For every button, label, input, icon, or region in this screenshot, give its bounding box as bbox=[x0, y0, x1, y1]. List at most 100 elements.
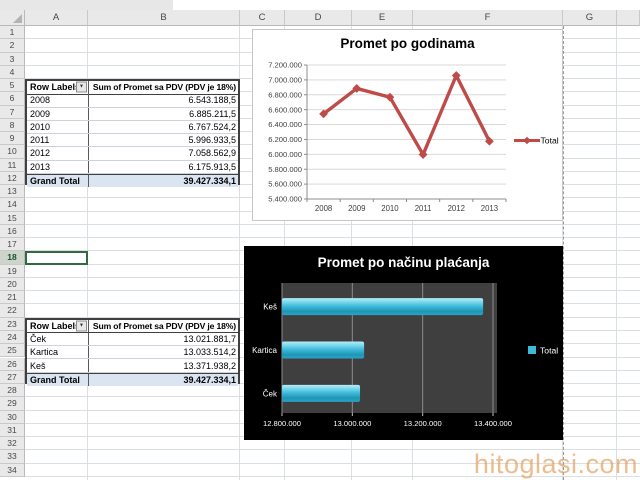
row-header-28[interactable]: 28 bbox=[0, 384, 25, 398]
pivot-row-2008-value[interactable]: 6.543.188,5 bbox=[188, 95, 236, 106]
row-header-29[interactable]: 29 bbox=[0, 397, 25, 411]
row-header-22[interactable]: 22 bbox=[0, 304, 25, 318]
row-header-8[interactable]: 8 bbox=[0, 118, 25, 133]
row-header-9[interactable]: 9 bbox=[0, 132, 25, 146]
pivot-grand-total-row-value[interactable]: 39.427.334,1 bbox=[183, 175, 236, 186]
pivot-header-row-value[interactable]: Sum of Promet sa PDV (PDV je 18%) bbox=[92, 321, 236, 332]
line-chart[interactable]: Promet po godinama 5.400.000 5.600.000 5.8… bbox=[252, 29, 563, 221]
row-header-21[interactable]: 21 bbox=[0, 291, 25, 305]
row-header-10[interactable]: 10 bbox=[0, 145, 25, 159]
y-axis-tick-label: 6.000.000 bbox=[268, 150, 302, 159]
pivot-table-payment[interactable]: Row Labels ▼ Sum of Promet sa PDV (PDV je … bbox=[25, 317, 240, 386]
row-labels-filter-dropdown[interactable]: ▼ bbox=[76, 320, 87, 332]
data-point-marker[interactable] bbox=[418, 150, 428, 159]
row-header-13[interactable]: 13 bbox=[0, 185, 25, 199]
row-header-23[interactable]: 23 bbox=[0, 317, 25, 331]
row-header-7[interactable]: 7 bbox=[0, 105, 25, 119]
pivot-row-Kartica-value[interactable]: 13.033.514,2 bbox=[183, 347, 236, 358]
pivot-grand-total-row[interactable]: Grand Total 39.427.334,1 bbox=[27, 372, 238, 386]
pivot-grand-total-row-label[interactable]: Grand Total bbox=[27, 174, 89, 187]
bar-Keš[interactable] bbox=[282, 298, 484, 316]
row-header-6[interactable]: 6 bbox=[0, 92, 25, 106]
pivot-row-2010[interactable]: 2010 6.767.524,2 bbox=[27, 120, 238, 135]
pivot-row-Ček[interactable]: Ček 13.021.881,7 bbox=[27, 332, 238, 347]
legend-label[interactable]: Total bbox=[541, 136, 559, 146]
row-header-4[interactable]: 4 bbox=[0, 65, 25, 80]
pivot-header-row-label[interactable]: Row Labels ▼ bbox=[27, 81, 89, 94]
column-header-D[interactable]: D bbox=[285, 10, 352, 26]
row-header-31[interactable]: 31 bbox=[0, 423, 25, 438]
pivot-row-Kartica-label[interactable]: Kartica bbox=[27, 346, 89, 359]
pivot-row-2009[interactable]: 2009 6.885.211,5 bbox=[27, 107, 238, 121]
pivot-row-Keš-value[interactable]: 13.371.938,2 bbox=[183, 360, 236, 371]
pivot-row-2011-value[interactable]: 5.996.933,5 bbox=[188, 135, 236, 146]
column-header-G[interactable]: G bbox=[563, 10, 617, 26]
pivot-table-years[interactable]: Row Labels ▼ Sum of Promet sa PDV (PDV je … bbox=[25, 79, 240, 187]
pivot-row-2013-value[interactable]: 6.175.913,5 bbox=[188, 161, 236, 172]
row-header-3[interactable]: 3 bbox=[0, 52, 25, 66]
pivot-row-2008[interactable]: 2008 6.543.188,5 bbox=[27, 94, 238, 108]
row-header-34[interactable]: 34 bbox=[0, 463, 25, 477]
data-point-marker[interactable] bbox=[485, 136, 494, 146]
column-header-F[interactable]: F bbox=[413, 10, 563, 26]
row-header-15[interactable]: 15 bbox=[0, 211, 25, 225]
row-header-19[interactable]: 19 bbox=[0, 264, 25, 278]
pivot-header-row[interactable]: Row Labels ▼ Sum of Promet sa PDV (PDV je … bbox=[27, 81, 238, 95]
row-header-16[interactable]: 16 bbox=[0, 224, 25, 239]
pivot-row-2012-value[interactable]: 7.058.562,9 bbox=[188, 148, 236, 159]
pivot-row-2010-label[interactable]: 2010 bbox=[27, 120, 89, 134]
row-header-11[interactable]: 11 bbox=[0, 158, 25, 172]
row-header-27[interactable]: 27 bbox=[0, 370, 25, 384]
pivot-row-2009-label[interactable]: 2009 bbox=[27, 107, 89, 120]
pivot-row-Ček-label[interactable]: Ček bbox=[27, 332, 89, 346]
column-header-E[interactable]: E bbox=[352, 10, 413, 26]
row-header-14[interactable]: 14 bbox=[0, 198, 25, 212]
row-header-20[interactable]: 20 bbox=[0, 277, 25, 292]
bar-chart[interactable]: Promet po načinu plaćanja 12.800.000 13.0… bbox=[244, 246, 563, 440]
column-header-C[interactable]: C bbox=[240, 10, 285, 26]
row-header-32[interactable]: 32 bbox=[0, 437, 25, 451]
row-labels-filter-dropdown[interactable]: ▼ bbox=[76, 81, 87, 93]
pivot-row-2008-label[interactable]: 2008 bbox=[27, 94, 89, 107]
row-header-24[interactable]: 24 bbox=[0, 330, 25, 345]
row-header-25[interactable]: 25 bbox=[0, 344, 25, 358]
pivot-row-2013-label[interactable]: 2013 bbox=[27, 160, 89, 173]
pivot-row-Keš-label[interactable]: Keš bbox=[27, 359, 89, 372]
pivot-header-row-label[interactable]: Row Labels ▼ bbox=[27, 319, 89, 333]
legend-label[interactable]: Total bbox=[540, 346, 558, 356]
row-header-30[interactable]: 30 bbox=[0, 410, 25, 424]
column-header-B[interactable]: B bbox=[88, 10, 240, 26]
pivot-row-Keš[interactable]: Keš 13.371.938,2 bbox=[27, 359, 238, 373]
bar-Kartica[interactable] bbox=[282, 341, 365, 359]
row-header-12[interactable]: 12 bbox=[0, 171, 25, 186]
column-header-A[interactable]: A bbox=[25, 10, 88, 26]
pivot-row-2013[interactable]: 2013 6.175.913,5 bbox=[27, 160, 238, 174]
row-header-2[interactable]: 2 bbox=[0, 39, 25, 53]
pivot-row-2009-value[interactable]: 6.885.211,5 bbox=[189, 108, 236, 119]
select-all-corner[interactable] bbox=[0, 10, 25, 26]
pivot-row-Kartica[interactable]: Kartica 13.033.514,2 bbox=[27, 346, 238, 360]
pivot-grand-total-row-label[interactable]: Grand Total bbox=[27, 373, 89, 386]
row-header-1[interactable]: 1 bbox=[0, 26, 25, 40]
column-header-partial[interactable] bbox=[617, 10, 640, 26]
pivot-row-Ček-value[interactable]: 13.021.881,7 bbox=[183, 334, 236, 345]
data-point-marker[interactable] bbox=[385, 92, 395, 102]
pivot-row-2011-label[interactable]: 2011 bbox=[27, 134, 89, 147]
pivot-header-row-value[interactable]: Sum of Promet sa PDV (PDV je 18%) bbox=[92, 82, 236, 93]
row-header-33[interactable]: 33 bbox=[0, 450, 25, 464]
pivot-grand-total-row[interactable]: Grand Total 39.427.334,1 bbox=[27, 173, 238, 187]
pivot-row-2010-value[interactable]: 6.767.524,2 bbox=[188, 121, 236, 132]
line-series-total[interactable] bbox=[322, 73, 491, 157]
row-header-18[interactable]: 18 bbox=[0, 251, 25, 265]
data-point-marker[interactable] bbox=[319, 109, 328, 119]
active-cell-A18[interactable] bbox=[25, 251, 88, 265]
pivot-row-2012-label[interactable]: 2012 bbox=[27, 147, 89, 160]
row-header-17[interactable]: 17 bbox=[0, 238, 25, 252]
pivot-header-row[interactable]: Row Labels ▼ Sum of Promet sa PDV (PDV je … bbox=[27, 319, 238, 334]
bar-Ček[interactable] bbox=[282, 384, 361, 402]
pivot-grand-total-row-value[interactable]: 39.427.334,1 bbox=[183, 374, 236, 385]
pivot-row-2012[interactable]: 2012 7.058.562,9 bbox=[27, 147, 238, 161]
row-header-5[interactable]: 5 bbox=[0, 79, 25, 93]
row-header-26[interactable]: 26 bbox=[0, 357, 25, 371]
pivot-row-2011[interactable]: 2011 5.996.933,5 bbox=[27, 134, 238, 148]
